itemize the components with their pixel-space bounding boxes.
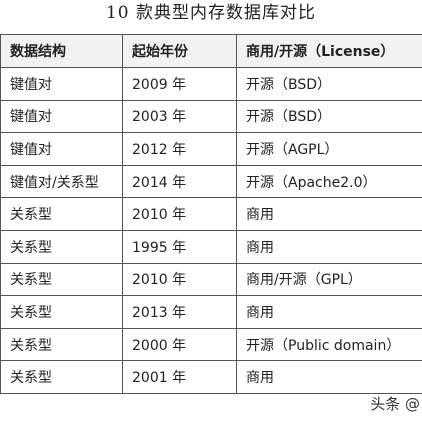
cell-start-year: 2010 年: [122, 197, 237, 231]
cell-start-year: 2014 年: [122, 164, 237, 199]
cell-data-structure: 键值对: [0, 132, 123, 166]
page-title: 10 款典型内存数据库对比: [105, 3, 317, 23]
table-row: 关系型 2000 年开源（Public domain）: [0, 327, 422, 362]
table-header-row: 数据结构 起始年份 商用/开源（License）: [0, 34, 422, 68]
table-row: 键值对 2012 年开源（AGPL）: [0, 132, 422, 166]
cell-start-year: 2012 年: [122, 132, 237, 166]
cell-data-structure: 键值对: [0, 67, 123, 101]
table-row: 关系型 2010 年商用/开源（GPL）: [0, 262, 422, 297]
cell-data-structure: 关系型: [0, 295, 123, 329]
header-start-year: 起始年份: [122, 34, 237, 68]
cell-start-year: 2009 年: [122, 67, 237, 101]
table-row: 键值对/关系型 2014 年开源（Apache2.0）: [0, 164, 422, 199]
cell-license: 商用: [236, 360, 422, 394]
cell-data-structure: 关系型: [0, 360, 123, 394]
cell-start-year: 2000 年: [122, 327, 237, 362]
cell-start-year: 2013 年: [122, 295, 237, 329]
table-row: 关系型 2001 年商用: [0, 360, 422, 394]
watermark: 头条 @: [370, 395, 420, 413]
table-row: 键值对 2009 年开源（BSD）: [0, 67, 422, 101]
cell-license: 商用: [236, 295, 422, 329]
cell-data-structure: 关系型: [0, 262, 123, 297]
cell-data-structure: 关系型: [0, 197, 123, 231]
table-row: 关系型 2013 年商用: [0, 295, 422, 329]
cell-license: 开源（AGPL）: [236, 132, 422, 166]
cell-license: 开源（BSD）: [236, 99, 422, 134]
cell-license: 开源（Apache2.0）: [236, 164, 422, 199]
cell-start-year: 2001 年: [122, 360, 237, 394]
table-row: 键值对 2003 年开源（BSD）: [0, 99, 422, 134]
cell-license: 商用: [236, 197, 422, 231]
cell-license: 开源（BSD）: [236, 67, 422, 101]
cell-license: 开源（Public domain）: [236, 327, 422, 362]
header-license: 商用/开源（License）: [236, 34, 422, 68]
cell-data-structure: 关系型: [0, 229, 123, 264]
cell-data-structure: 关系型: [0, 327, 123, 362]
comparison-table: 数据结构 起始年份 商用/开源（License） 键值对 2009 年开源（BSD…: [0, 34, 422, 394]
cell-data-structure: 键值对/关系型: [0, 164, 123, 199]
cell-start-year: 2010 年: [122, 262, 237, 297]
table-row: 关系型 2010 年商用: [0, 197, 422, 231]
cell-data-structure: 键值对: [0, 99, 123, 134]
header-data-structure: 数据结构: [0, 34, 123, 68]
cell-license: 商用: [236, 229, 422, 264]
cell-start-year: 1995 年: [122, 229, 237, 264]
table-row: 关系型 1995 年商用: [0, 229, 422, 264]
cell-start-year: 2003 年: [122, 99, 237, 134]
cell-license: 商用/开源（GPL）: [236, 262, 422, 297]
